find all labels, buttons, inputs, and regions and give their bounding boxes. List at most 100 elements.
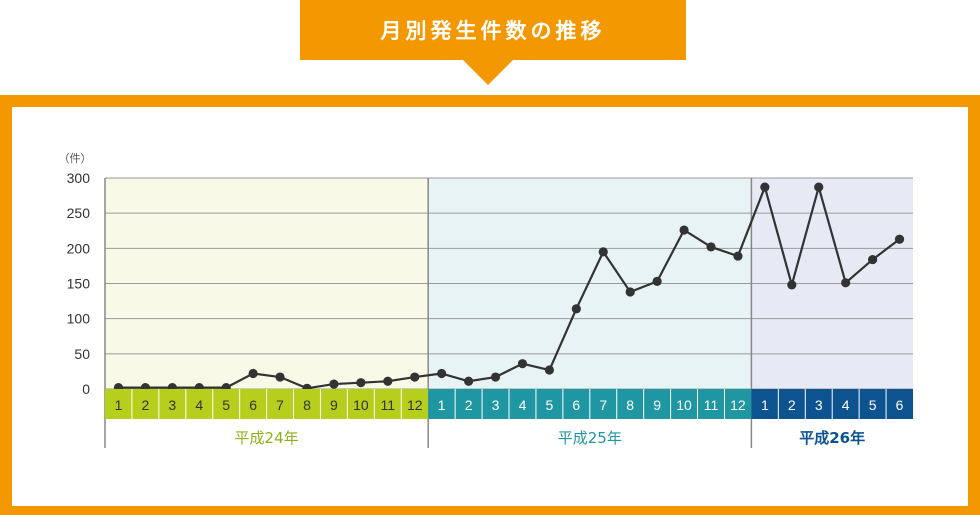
data-point	[329, 379, 339, 389]
month-tick-label: 5	[546, 397, 554, 413]
month-cell	[428, 389, 456, 419]
data-point	[437, 368, 447, 379]
month-cell	[455, 389, 483, 419]
month-tick-label: 9	[330, 397, 338, 413]
month-tick-label: 9	[653, 397, 661, 413]
month-cell	[751, 389, 779, 419]
series-line	[118, 186, 901, 390]
y-tick-label: 300	[67, 170, 91, 186]
data-point	[841, 278, 851, 288]
y-tick-label: 250	[67, 205, 91, 221]
period-label: 平成25年	[558, 429, 622, 447]
data-point	[679, 225, 689, 235]
title-banner	[300, 0, 686, 60]
month-cell	[212, 389, 240, 419]
month-cell	[562, 389, 590, 419]
month-tick-label: 8	[626, 397, 634, 413]
title-arrow	[463, 60, 513, 85]
month-cell	[374, 389, 402, 419]
month-cell	[293, 389, 321, 419]
month-cell	[401, 389, 429, 419]
month-cell	[347, 389, 375, 419]
data-point	[733, 251, 743, 261]
month-cell	[185, 389, 213, 419]
data-point	[652, 276, 662, 286]
data-point	[490, 372, 501, 382]
month-tick-label: 6	[249, 397, 257, 413]
month-tick-label: 7	[276, 397, 284, 413]
month-tick-label: 10	[353, 397, 369, 413]
data-point	[814, 182, 824, 192]
month-cell	[832, 389, 860, 419]
month-cell	[697, 389, 725, 419]
month-cell	[616, 389, 644, 419]
data-point	[544, 365, 555, 375]
month-tick-label: 4	[519, 397, 527, 413]
month-cell	[509, 389, 536, 419]
month-tick-label: 11	[381, 397, 396, 413]
month-tick-label: 1	[438, 397, 446, 413]
data-point	[625, 287, 635, 297]
month-tick-label: 3	[168, 397, 176, 413]
month-cell	[535, 389, 563, 419]
y-tick-label: 200	[67, 240, 91, 256]
month-cell	[859, 389, 887, 419]
month-cell	[778, 389, 806, 419]
month-cell	[239, 389, 267, 419]
month-cell	[320, 389, 348, 419]
month-tick-label: 4	[842, 397, 850, 413]
month-tick-label: 2	[788, 397, 796, 413]
month-tick-label: 11	[704, 397, 719, 413]
month-tick-label: 2	[142, 397, 150, 413]
month-cell	[886, 389, 913, 419]
y-unit-label: （件）	[59, 152, 92, 165]
month-cell	[131, 389, 159, 419]
data-point	[706, 242, 716, 252]
data-point	[410, 372, 420, 382]
month-tick-label: 7	[599, 397, 607, 413]
y-tick-label: 0	[82, 381, 90, 397]
month-tick-label: 2	[465, 397, 473, 413]
data-point	[894, 234, 905, 244]
data-point	[571, 304, 581, 314]
month-tick-label: 4	[195, 397, 203, 413]
month-tick-label: 6	[572, 397, 580, 413]
month-cell	[670, 389, 698, 419]
month-cell	[482, 389, 509, 419]
month-tick-label: 10	[676, 397, 692, 413]
data-point	[787, 280, 797, 290]
month-cell	[266, 389, 294, 419]
chart-title: 月別発生件数の推移	[380, 19, 606, 43]
month-cell	[805, 389, 833, 419]
month-tick-label: 12	[407, 397, 423, 413]
month-tick-label: 5	[222, 397, 230, 413]
month-tick-label: 1	[761, 397, 769, 413]
data-point	[356, 378, 366, 388]
data-point	[868, 254, 878, 265]
data-point	[517, 359, 528, 369]
month-tick-label: 12	[730, 397, 746, 413]
month-tick-label: 3	[492, 397, 500, 413]
data-point	[275, 372, 285, 382]
month-tick-label: 1	[115, 397, 123, 413]
data-point	[760, 182, 770, 192]
period-label: 平成26年	[799, 429, 865, 447]
data-point	[248, 368, 258, 379]
month-cell	[158, 389, 186, 419]
month-cell	[643, 389, 671, 419]
month-cell	[724, 389, 752, 419]
month-tick-label: 8	[303, 397, 311, 413]
month-tick-label: 6	[896, 397, 904, 413]
y-tick-label: 150	[67, 276, 91, 292]
y-tick-label: 50	[74, 346, 90, 362]
data-point	[464, 376, 474, 386]
month-cell	[105, 389, 132, 419]
month-cell	[589, 389, 617, 419]
month-tick-label: 5	[869, 397, 877, 413]
data-point	[383, 376, 393, 386]
data-point	[598, 247, 608, 257]
period-label: 平成24年	[235, 429, 299, 447]
month-tick-label: 3	[815, 397, 823, 413]
y-tick-label: 100	[67, 311, 91, 327]
